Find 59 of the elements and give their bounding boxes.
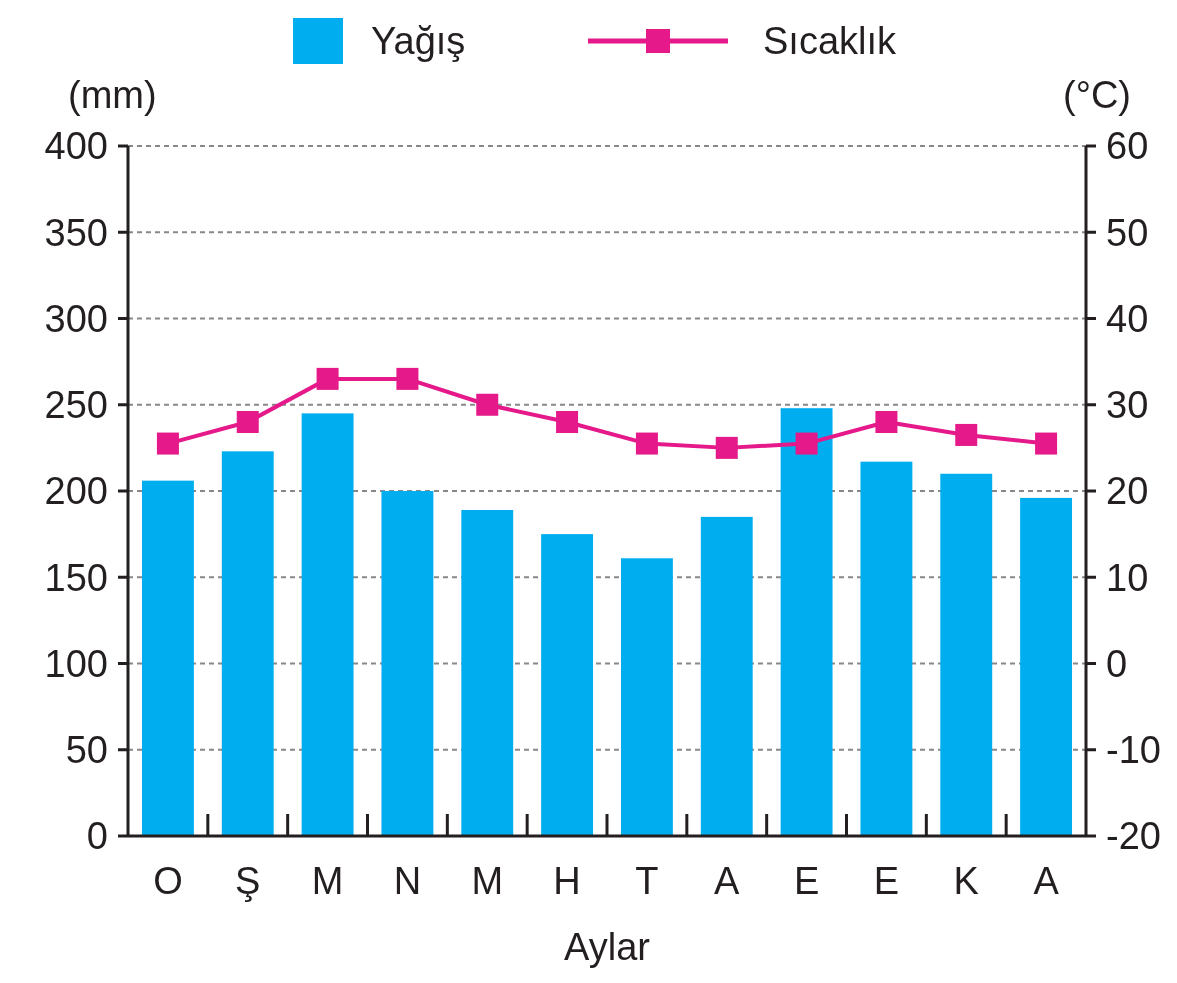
- y2-tick-label: 20: [1106, 470, 1149, 513]
- point: [556, 411, 579, 433]
- y-tick-label: 0: [86, 815, 108, 858]
- point: [236, 411, 259, 433]
- y2-tick-label: 50: [1106, 211, 1149, 254]
- y2-tick-label: -10: [1106, 729, 1161, 772]
- point: [635, 432, 658, 455]
- y-tick-label: 100: [44, 642, 108, 685]
- x-tick-label: H: [553, 860, 581, 902]
- y2-tick-label: 10: [1106, 556, 1149, 599]
- x-tick-label: K: [953, 860, 979, 902]
- point: [396, 367, 419, 390]
- x-tick-label: Ş: [235, 860, 261, 902]
- bar: [141, 480, 194, 836]
- y2-tick-label: 0: [1106, 642, 1128, 685]
- x-tick-label: A: [714, 860, 741, 902]
- y2-tick-label: -20: [1106, 815, 1161, 858]
- y-tick-label: 150: [44, 556, 108, 599]
- point: [1035, 432, 1058, 455]
- y2-tick-label: 60: [1106, 125, 1149, 168]
- x-tick-label: E: [793, 860, 820, 902]
- x-tick-label: T: [635, 860, 659, 902]
- x-tick-label: N: [393, 860, 422, 902]
- point: [875, 411, 898, 433]
- y-tick-label: 400: [44, 125, 108, 168]
- y2-axis-title: (°C): [1063, 74, 1131, 116]
- bar: [461, 509, 514, 836]
- point: [715, 436, 738, 459]
- bar: [1020, 497, 1073, 836]
- x-axis-title: Aylar: [564, 926, 651, 968]
- point: [156, 432, 179, 455]
- y2-tick-label: 40: [1106, 297, 1149, 340]
- legend-label: Sıcaklık: [763, 20, 898, 62]
- x-tick-label: M: [311, 860, 344, 902]
- bar: [221, 451, 274, 836]
- y-tick-label: 350: [44, 211, 108, 254]
- point: [476, 393, 499, 416]
- y-tick-label: 50: [65, 729, 108, 772]
- bar: [940, 473, 993, 836]
- x-tick-label: O: [153, 860, 183, 902]
- bar: [620, 558, 673, 836]
- legend-label: Yağış: [371, 20, 466, 62]
- bar: [381, 491, 434, 836]
- point: [955, 423, 978, 446]
- y-tick-label: 250: [44, 384, 108, 427]
- bar: [860, 461, 913, 836]
- bar: [301, 413, 354, 836]
- y-tick-label: 200: [44, 470, 108, 513]
- x-tick-label: E: [873, 860, 900, 902]
- x-tick-label: M: [471, 860, 504, 902]
- bar: [700, 516, 753, 836]
- y2-tick-label: 30: [1106, 384, 1149, 427]
- point: [795, 432, 818, 455]
- point: [316, 367, 339, 390]
- bar: [541, 534, 594, 836]
- y-axis-title: (mm): [68, 74, 157, 116]
- bar: [780, 408, 833, 836]
- y-tick-label: 300: [44, 297, 108, 340]
- x-tick-label: A: [1033, 860, 1060, 902]
